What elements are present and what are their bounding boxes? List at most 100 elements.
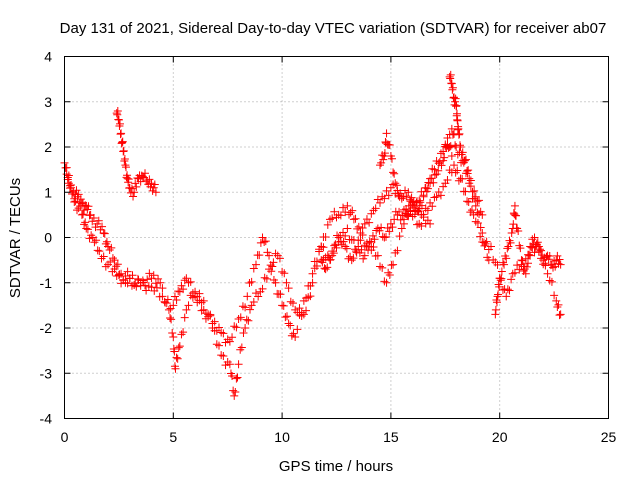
data-point [471,201,480,210]
data-point [534,247,543,256]
data-point-fill [271,249,280,258]
data-point-fill [480,241,489,250]
data-point-fill [450,100,459,109]
data-point [217,328,226,337]
data-point-fill [547,277,556,286]
data-point-fill [94,216,103,225]
data-point-fill [358,223,367,232]
data-point [447,79,456,88]
data-point-fill [249,264,258,273]
data-point-fill [349,254,358,263]
data-point-fill [232,323,241,332]
data-point-fill [69,187,78,196]
data-point-fill [89,214,98,223]
data-point-fill [110,265,119,274]
data-point-fill [149,271,158,280]
data-point-fill [328,214,337,223]
data-point [182,305,191,314]
data-point-fill [99,252,108,261]
data-point-fill [186,291,195,300]
data-point-fill [434,166,443,175]
data-point-fill [149,183,158,192]
data-point-fill [509,220,518,229]
data-point-fill [510,268,519,277]
data-point-fill [132,282,141,291]
data-point [271,278,280,287]
data-point-fill [414,207,423,216]
data-point [352,247,361,256]
data-point-fill [267,267,276,276]
data-point-fill [466,176,475,185]
data-point-fill [498,258,507,267]
data-point-fill [188,293,197,302]
data-point-fill [453,166,462,175]
data-point-fill [393,246,402,255]
data-point [125,183,134,192]
data-point-fill [236,313,245,322]
data-point [341,242,350,251]
data-point-fill [73,206,82,215]
data-point-fill [430,193,439,202]
data-point-fill [318,258,327,267]
data-point [258,233,267,242]
data-point [175,342,184,351]
y-tick-label: -4 [40,411,53,427]
data-point-fill [255,251,264,260]
data-point-fill [115,121,124,130]
data-point-fill [417,221,426,230]
data-point-fill [436,191,445,200]
data-point [504,242,513,251]
data-point-fill [401,186,410,195]
data-point-fill [445,143,454,151]
data-point-fill [390,169,399,178]
data-point-fill [214,341,223,350]
y-tick-label: 2 [44,139,52,155]
data-point-fill [417,201,426,210]
data-point-fill [370,235,379,244]
data-point-fill [132,182,141,191]
data-point [389,260,398,269]
data-point-fill [81,201,90,210]
data-point-fill [336,211,345,220]
data-point [158,292,167,301]
data-point-fill [93,246,102,255]
data-point [325,215,334,224]
data-point-fill [544,255,553,264]
data-point [62,170,71,179]
data-point-fill [293,325,302,334]
data-point [93,219,102,228]
data-point-fill [186,277,195,286]
data-point-fill [455,129,464,138]
data-point-fill [241,303,250,312]
data-point-fill [284,284,293,293]
data-point-fill [501,252,510,261]
data-point [171,364,180,373]
data-point-fill [470,186,479,195]
data-point-fill [330,207,339,216]
data-point-fill [180,313,189,322]
data-point-fill [114,270,123,279]
data-point [82,224,91,233]
data-point-fill [532,240,541,249]
data-point-fill [63,173,72,182]
data-point [77,210,86,219]
data-point-fill [293,308,302,317]
data-point-fill [336,231,345,240]
data-point-fill [261,237,270,246]
data-point [521,269,530,278]
data-point-fill [232,374,241,383]
data-point [445,72,454,81]
data-point [360,251,369,260]
data-point-fill [197,298,206,307]
y-axis-label: SDTVAR / TECUs [7,178,24,298]
data-point-fill [368,231,377,240]
data-point-fill [346,252,355,261]
data-point-fill [123,171,132,180]
data-point-fill [494,290,503,299]
data-point-fill [141,281,150,290]
data-point [247,301,256,310]
data-point-fill [107,243,116,252]
data-point-fill [102,237,111,246]
data-point-fill [84,202,93,211]
data-point-fill [497,267,506,276]
